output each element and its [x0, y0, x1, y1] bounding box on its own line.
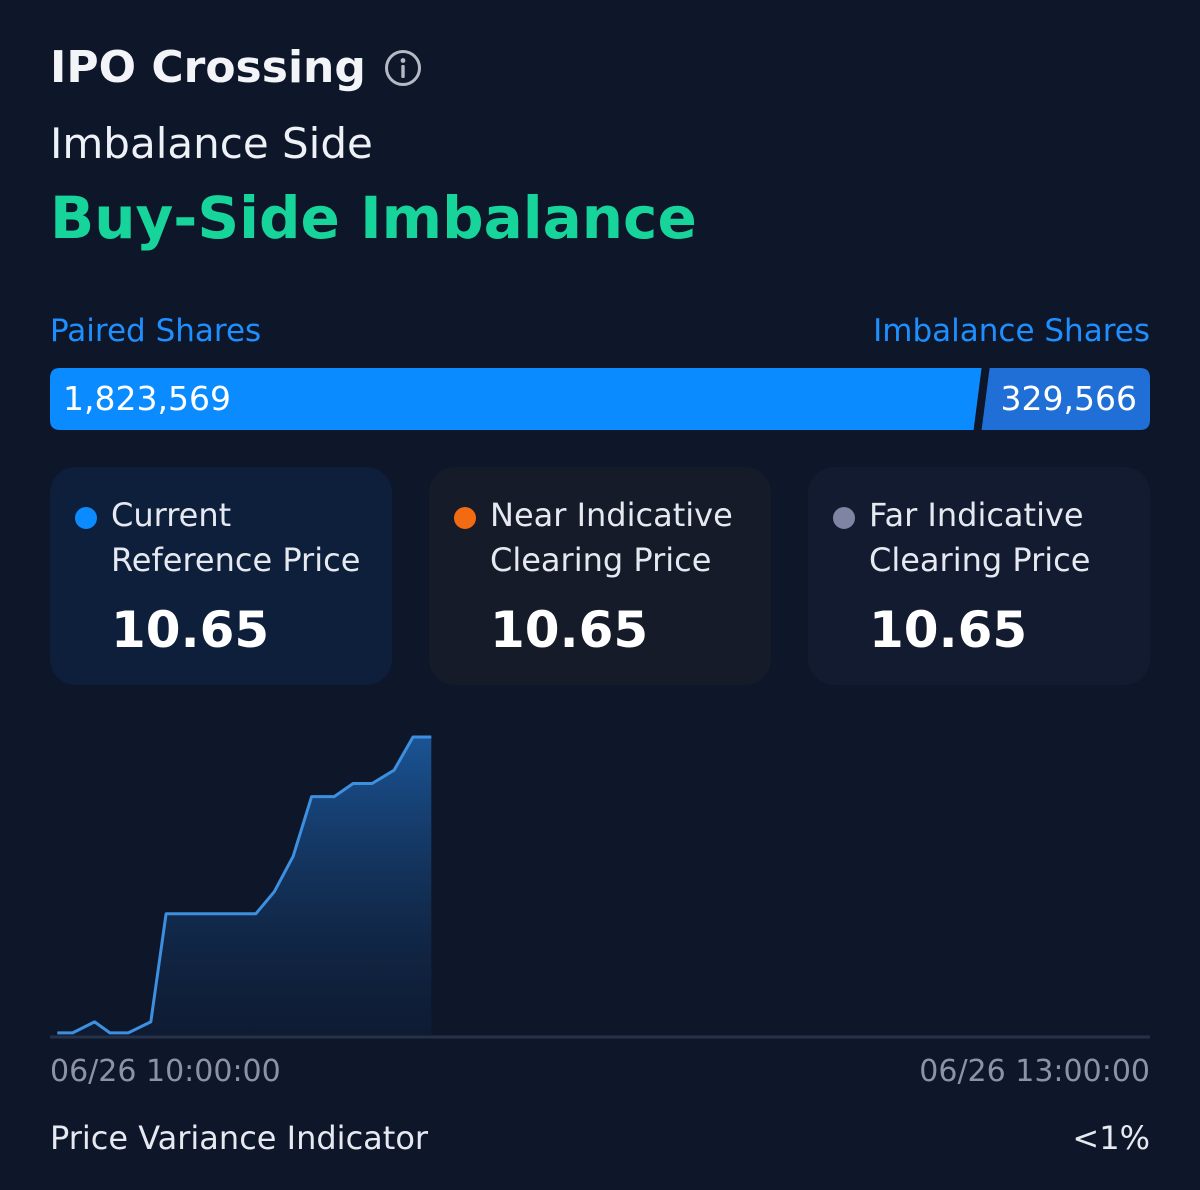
imbalance-side-label: Imbalance Side: [50, 119, 373, 168]
card-label: Near Indicative Clearing Price: [490, 493, 760, 583]
imbalance-shares-segment: [981, 368, 1150, 430]
card-label-line1: Far Indicative: [869, 496, 1084, 534]
paired-shares-label: Paired Shares: [50, 313, 262, 349]
current-reference-dot: [75, 507, 97, 529]
x-axis-start-label: 06/26 10:00:00: [50, 1054, 281, 1089]
paired-shares-value: 1,823,569: [63, 379, 231, 418]
near-indicative-price-value: 10.65: [490, 601, 649, 659]
imbalance-shares-value: 329,566: [1000, 379, 1137, 418]
price-chart: [50, 735, 1150, 1039]
card-label: Far Indicative Clearing Price: [869, 493, 1139, 583]
card-label-line2: Reference Price: [111, 541, 361, 579]
paired-shares-segment: [50, 368, 982, 430]
near-indicative-price-card: Near Indicative Clearing Price 10.65: [429, 467, 771, 685]
chart-area: [57, 737, 432, 1035]
far-indicative-price-value: 10.65: [869, 601, 1028, 659]
current-reference-price-value: 10.65: [111, 601, 270, 659]
far-indicative-price-card: Far Indicative Clearing Price 10.65: [808, 467, 1150, 685]
price-variance-label: Price Variance Indicator: [50, 1119, 429, 1157]
shares-bar: 1,823,569 329,566: [50, 368, 1150, 430]
card-label-line2: Clearing Price: [490, 541, 712, 579]
current-reference-price-card: Current Reference Price 10.65: [50, 467, 392, 685]
page-title: IPO Crossing: [50, 42, 366, 93]
far-indicative-dot: [833, 507, 855, 529]
card-label-line1: Current: [111, 496, 232, 534]
card-label-line2: Clearing Price: [869, 541, 1091, 579]
card-label: Current Reference Price: [111, 493, 381, 583]
shares-bar-graphic: [50, 368, 1150, 430]
chart-line: [57, 735, 432, 1035]
card-label-line1: Near Indicative: [490, 496, 733, 534]
near-indicative-dot: [454, 507, 476, 529]
info-icon[interactable]: [384, 49, 422, 87]
x-axis-end-label: 06/26 13:00:00: [919, 1054, 1150, 1089]
imbalance-shares-label: Imbalance Shares: [873, 313, 1150, 349]
imbalance-side-value: Buy-Side Imbalance: [50, 184, 697, 252]
price-variance-value: <1%: [1072, 1119, 1150, 1157]
header: IPO Crossing: [50, 38, 422, 98]
